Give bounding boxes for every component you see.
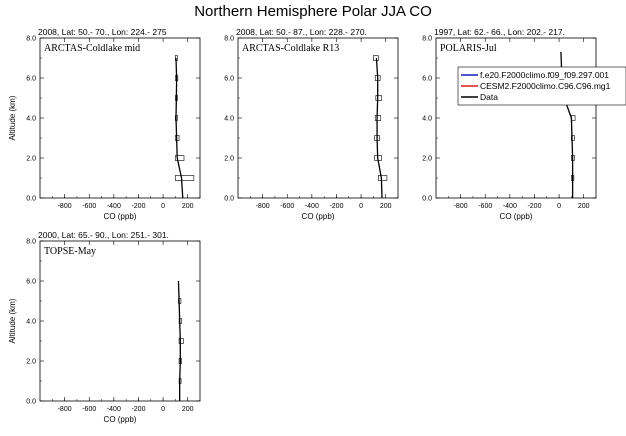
campaign-label: POLARIS-Jul bbox=[440, 43, 497, 54]
chart-panel: 2008, Lat: 50.- 87., Lon: 228.- 270. -800… bbox=[224, 27, 399, 221]
x-tick-label: -600 bbox=[82, 406, 96, 413]
error-box bbox=[175, 175, 195, 181]
x-tick-label: -200 bbox=[131, 406, 145, 413]
error-box bbox=[374, 115, 382, 121]
y-tick-label: 4.0 bbox=[26, 116, 36, 123]
y-tick-label: 4.0 bbox=[26, 319, 36, 326]
y-tick-label: 6.0 bbox=[224, 76, 234, 83]
campaign-label: TOPSE-May bbox=[44, 246, 96, 257]
campaign-label: ARCTAS-Coldlake mid bbox=[44, 43, 140, 54]
x-tick-label: 0 bbox=[557, 203, 561, 210]
x-axis-label: CO (ppb) bbox=[500, 212, 533, 221]
x-tick-label: -200 bbox=[527, 203, 541, 210]
y-tick-label: 8.0 bbox=[26, 239, 36, 246]
y-tick-label: 0.0 bbox=[422, 196, 432, 203]
legend-label: f.e20.F2000climo.f09_f09.297.001 bbox=[480, 70, 609, 80]
x-tick-label: -600 bbox=[478, 203, 492, 210]
y-tick-label: 8.0 bbox=[422, 36, 432, 43]
y-tick-label: 6.0 bbox=[26, 279, 36, 286]
y-tick-label: 6.0 bbox=[422, 76, 432, 83]
x-axis-label: CO (ppb) bbox=[104, 212, 137, 221]
y-tick-label: 8.0 bbox=[26, 36, 36, 43]
x-tick-label: -800 bbox=[58, 203, 72, 210]
x-tick-label: 200 bbox=[578, 203, 590, 210]
data-profile-line bbox=[375, 57, 383, 199]
x-tick-label: -800 bbox=[256, 203, 270, 210]
plot-frame bbox=[237, 37, 399, 199]
chart-panel: 2008, Lat: 50.- 70., Lon: 224.- 275 -800 -… bbox=[8, 27, 201, 221]
error-box bbox=[175, 155, 185, 161]
legend-label: CESM2.F2000climo.C96.C96.mg1 bbox=[480, 81, 611, 91]
error-box bbox=[178, 338, 184, 344]
panel-title: 1997, Lat: 62.- 66., Lon: 202.- 217. bbox=[434, 27, 565, 37]
plot-frame bbox=[39, 240, 201, 402]
x-tick-label: 200 bbox=[182, 203, 194, 210]
error-box bbox=[373, 55, 379, 61]
y-tick-label: 6.0 bbox=[26, 76, 36, 83]
y-tick-label: 2.0 bbox=[224, 156, 234, 163]
y-tick-label: 0.0 bbox=[224, 196, 234, 203]
x-tick-label: -200 bbox=[131, 203, 145, 210]
y-axis-label: Altitude (km) bbox=[8, 298, 17, 343]
x-tick-label: -400 bbox=[503, 203, 517, 210]
chart-panel: 1997, Lat: 62.- 66., Lon: 202.- 217. -800… bbox=[422, 27, 597, 221]
y-tick-label: 2.0 bbox=[422, 156, 432, 163]
y-tick-label: 8.0 bbox=[224, 36, 234, 43]
legend: f.e20.F2000climo.f09_f09.297.001CESM2.F2… bbox=[457, 66, 626, 106]
x-tick-label: 200 bbox=[182, 406, 194, 413]
x-tick-label: -600 bbox=[82, 203, 96, 210]
x-tick-label: -800 bbox=[58, 406, 72, 413]
chart-panel: 2000, Lat: 65.- 90., Lon: 251.- 301. -800… bbox=[8, 230, 201, 424]
x-tick-label: 0 bbox=[161, 203, 165, 210]
y-tick-label: 4.0 bbox=[224, 116, 234, 123]
figure-title: Northern Hemisphere Polar JJA CO bbox=[194, 3, 432, 20]
x-axis-label: CO (ppb) bbox=[302, 212, 335, 221]
panel-title: 2000, Lat: 65.- 90., Lon: 251.- 301. bbox=[38, 230, 169, 240]
x-tick-label: -400 bbox=[107, 203, 121, 210]
y-tick-label: 0.0 bbox=[26, 399, 36, 406]
error-box bbox=[375, 95, 382, 101]
legend-box bbox=[457, 66, 626, 106]
error-box bbox=[378, 175, 388, 181]
x-tick-label: -600 bbox=[280, 203, 294, 210]
legend-label: Data bbox=[480, 92, 498, 102]
data-profile-line bbox=[177, 280, 181, 401]
y-tick-label: 2.0 bbox=[26, 156, 36, 163]
x-tick-label: -400 bbox=[305, 203, 319, 210]
y-tick-label: 4.0 bbox=[422, 116, 432, 123]
x-tick-label: 0 bbox=[359, 203, 363, 210]
x-axis-label: CO (ppb) bbox=[104, 415, 137, 424]
x-tick-label: -400 bbox=[107, 406, 121, 413]
y-tick-label: 2.0 bbox=[26, 359, 36, 366]
y-axis-label: Altitude (km) bbox=[8, 95, 17, 140]
panel-title: 2008, Lat: 50.- 87., Lon: 228.- 270. bbox=[236, 27, 367, 37]
x-tick-label: 0 bbox=[161, 406, 165, 413]
panel-title: 2008, Lat: 50.- 70., Lon: 224.- 275 bbox=[38, 27, 167, 37]
campaign-label: ARCTAS-Coldlake R13 bbox=[242, 43, 339, 54]
x-tick-label: -200 bbox=[329, 203, 343, 210]
y-tick-label: 0.0 bbox=[26, 196, 36, 203]
data-profile-line bbox=[175, 57, 184, 199]
x-tick-label: -800 bbox=[454, 203, 468, 210]
x-tick-label: 200 bbox=[380, 203, 392, 210]
